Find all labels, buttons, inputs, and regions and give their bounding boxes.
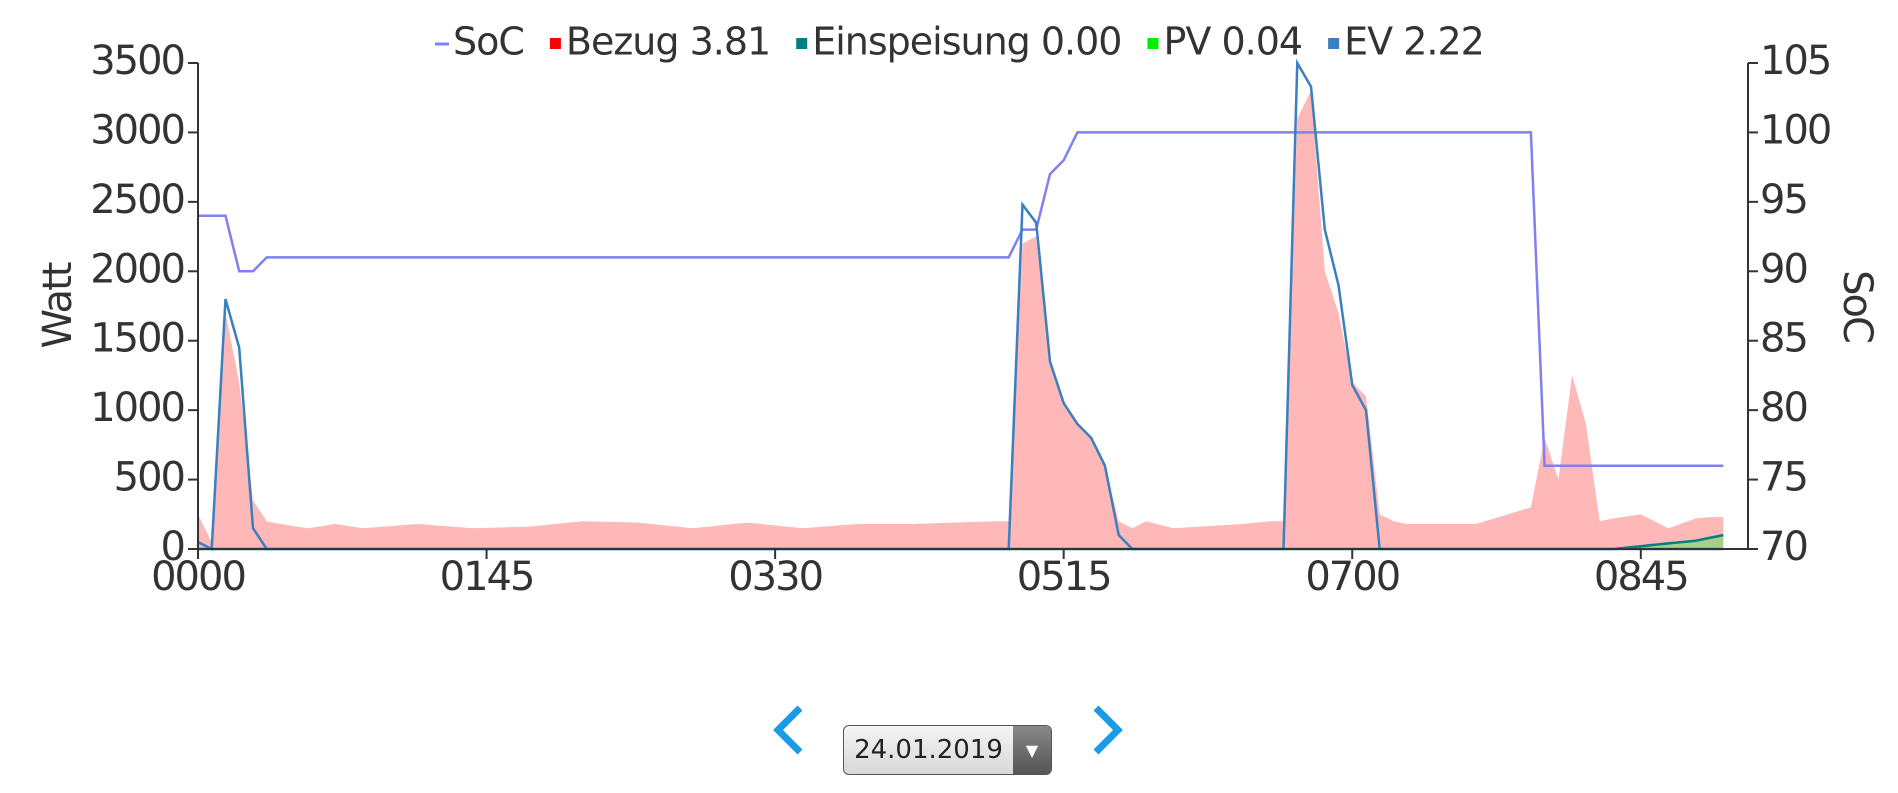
x-tick-label: 0515 xyxy=(1017,554,1111,600)
legend-marker xyxy=(796,38,808,49)
y-tick-label: 0 xyxy=(161,524,184,570)
dropdown-arrow[interactable]: ▼ xyxy=(1013,726,1051,774)
x-tick-label: 0845 xyxy=(1594,554,1688,600)
x-tick-label: 0145 xyxy=(440,554,534,600)
area xyxy=(198,90,1724,550)
y2-axis-label: SoC xyxy=(1834,270,1880,342)
x-tick-label: 0700 xyxy=(1305,554,1399,600)
legend-label: Einspeisung 0.00 xyxy=(812,20,1121,64)
y-tick-label: 1000 xyxy=(90,385,184,431)
y2-tick-label: 105 xyxy=(1760,38,1830,84)
legend-marker xyxy=(1328,38,1340,49)
y2-tick-label: 85 xyxy=(1760,316,1807,362)
y2-tick-label: 100 xyxy=(1760,107,1830,153)
legend-marker xyxy=(1147,38,1159,49)
legend-marker xyxy=(549,38,561,49)
y2-tick-label: 75 xyxy=(1760,455,1807,501)
date-text: 24.01.2019 xyxy=(854,735,1003,765)
nav-arrows xyxy=(773,705,1123,755)
y2-tick-label: 90 xyxy=(1760,246,1807,292)
legend-label: EV 2.22 xyxy=(1344,20,1484,64)
y-tick-label: 2500 xyxy=(90,177,184,223)
y2-tick-label: 70 xyxy=(1760,524,1807,570)
legend-label: SoC xyxy=(453,20,524,64)
legend-label: PV 0.04 xyxy=(1164,20,1303,64)
next-day[interactable] xyxy=(1093,705,1123,755)
y-tick-label: 3500 xyxy=(90,38,184,84)
date-select[interactable]: 24.01.2019 ▼ xyxy=(843,725,1052,775)
y-tick-label: 2000 xyxy=(90,246,184,292)
series-line xyxy=(198,131,1724,467)
prev-day[interactable] xyxy=(773,705,803,755)
date-navigation xyxy=(0,700,1898,789)
x-tick-label: 0000 xyxy=(151,554,245,600)
y-tick-label: 1500 xyxy=(90,316,184,362)
chart: Watt SoC 0 500 1000 1500 2000 2500 3000 3500 70 7… xyxy=(35,20,1880,601)
y-tick-label: 500 xyxy=(114,455,184,501)
y2-tick-label: 95 xyxy=(1760,177,1807,223)
series-line xyxy=(197,58,1724,551)
y2-tick-label: 80 xyxy=(1760,385,1807,431)
y-axis-label: Watt xyxy=(35,262,81,348)
y-tick-label: 3000 xyxy=(90,107,184,153)
x-tick-label: 0330 xyxy=(728,554,822,600)
legend-label: Bezug 3.81 xyxy=(566,20,770,64)
